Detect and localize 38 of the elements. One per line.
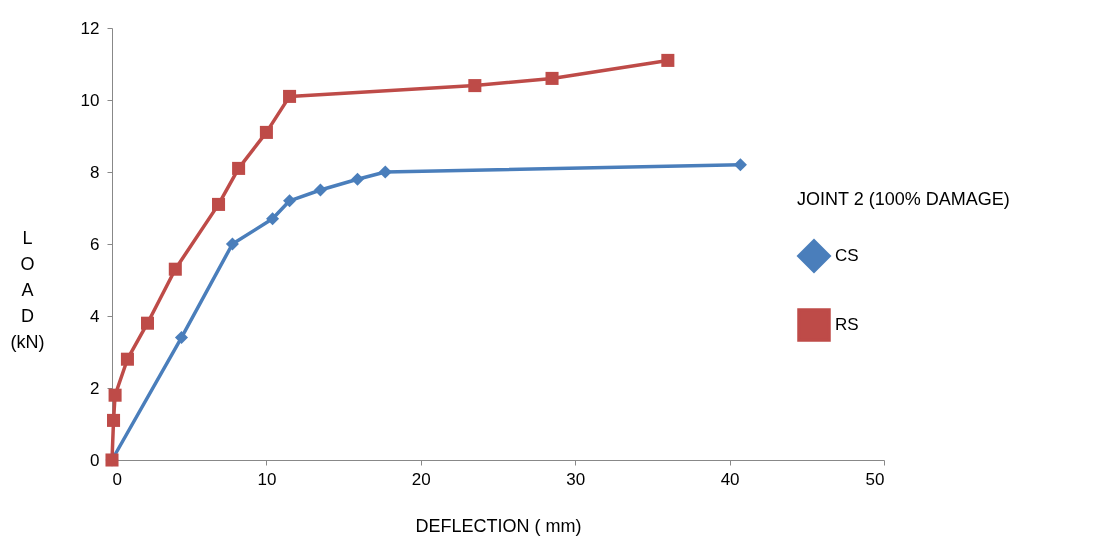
x-tick-label: 20 (411, 469, 431, 489)
point (468, 79, 482, 93)
y-tick-label: 10 (80, 90, 100, 110)
x-tick-label: 40 (720, 469, 740, 489)
point (313, 183, 327, 197)
y-tick-label: 6 (90, 234, 100, 254)
x-axis-title: DEFLECTION ( mm) (415, 515, 582, 536)
x-tick-label: 30 (566, 469, 586, 489)
point (350, 172, 365, 186)
y-tick-label: 12 (80, 18, 100, 38)
point (266, 212, 280, 226)
point (174, 331, 188, 345)
point (661, 53, 675, 67)
legend-label: RS (835, 315, 859, 334)
point (259, 125, 273, 139)
point (283, 194, 297, 208)
point (733, 158, 747, 172)
y-tick-label: 8 (90, 162, 100, 182)
legend-title: JOINT 2 (100% DAMAGE) (797, 189, 1010, 209)
point (232, 161, 246, 175)
point (140, 316, 155, 330)
y-tick-label: 2 (90, 378, 100, 398)
x-tick-label: 50 (865, 469, 885, 489)
y-tick-label: 0 (90, 450, 100, 470)
point (378, 165, 392, 179)
x-tick-label: 10 (257, 469, 277, 489)
point (108, 388, 122, 402)
y-axis-title: LOAD (kN) (10, 227, 45, 352)
point (545, 71, 559, 85)
point (107, 413, 121, 427)
point (120, 352, 134, 366)
point (283, 89, 297, 103)
y-tick-label: 4 (90, 306, 100, 326)
point (225, 237, 239, 251)
x-tick-label: 0 (112, 469, 122, 489)
point (168, 262, 182, 276)
legend-label: CS (835, 246, 859, 265)
point (212, 197, 226, 211)
